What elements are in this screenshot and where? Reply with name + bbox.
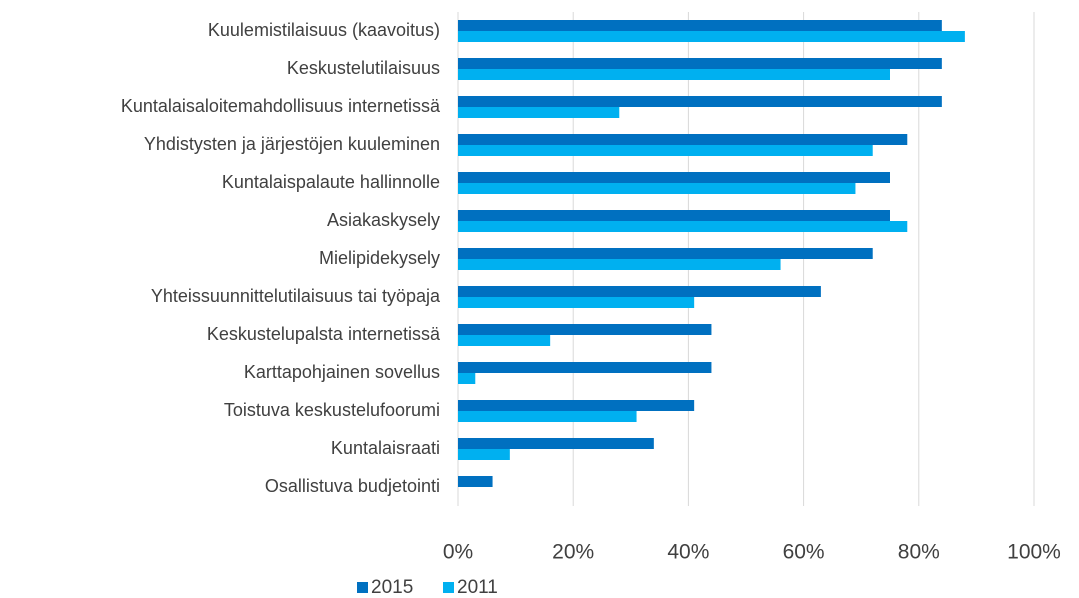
category-label: Keskustelutilaisuus — [287, 58, 440, 78]
bar — [458, 373, 476, 384]
bar — [458, 69, 890, 80]
bar — [458, 20, 942, 31]
legend-swatch — [357, 582, 368, 593]
bar — [458, 107, 620, 118]
x-tick-label: 80% — [898, 541, 940, 564]
legend-label: 2011 — [457, 577, 498, 598]
category-label: Asiakaskysely — [327, 210, 440, 230]
legend-label: 2015 — [371, 577, 413, 598]
category-label: Karttapohjainen sovellus — [244, 362, 440, 382]
bar — [458, 183, 856, 194]
bar — [458, 221, 908, 232]
bar — [458, 297, 695, 308]
bar — [458, 210, 890, 221]
bar — [458, 134, 908, 145]
x-tick-label: 0% — [443, 541, 473, 564]
category-label: Yhdistysten ja järjestöjen kuuleminen — [144, 134, 440, 154]
category-label: Keskustelupalsta internetissä — [207, 324, 441, 344]
bar — [458, 449, 510, 460]
bar — [458, 324, 712, 335]
x-tick-label: 20% — [552, 541, 594, 564]
bar — [458, 411, 637, 422]
category-label: Mielipidekysely — [319, 248, 440, 268]
bar — [458, 145, 873, 156]
bar — [458, 96, 942, 107]
x-tick-label: 40% — [667, 541, 709, 564]
category-label: Yhteissuunnittelutilaisuus tai työpaja — [151, 286, 441, 306]
category-label: Toistuva keskustelufoorumi — [224, 400, 440, 420]
category-label: Kuntalaisraati — [331, 438, 440, 458]
bar — [458, 335, 551, 346]
bar — [458, 259, 781, 270]
category-label: Osallistuva budjetointi — [265, 476, 440, 496]
legend-swatch — [443, 582, 454, 593]
bar — [458, 31, 965, 42]
x-tick-label: 60% — [783, 541, 825, 564]
bar — [458, 248, 873, 259]
bar — [458, 58, 942, 69]
category-label: Kuntalaisaloitemahdollisuus internetissä — [121, 96, 441, 116]
bar — [458, 172, 890, 183]
category-label: Kuulemistilaisuus (kaavoitus) — [208, 20, 440, 40]
bar — [458, 438, 654, 449]
bar — [458, 476, 493, 487]
bar — [458, 286, 821, 297]
category-label: Kuntalaispalaute hallinnolle — [222, 172, 440, 192]
bar — [458, 400, 695, 411]
bar — [458, 362, 712, 373]
x-tick-label: 100% — [1007, 541, 1061, 564]
